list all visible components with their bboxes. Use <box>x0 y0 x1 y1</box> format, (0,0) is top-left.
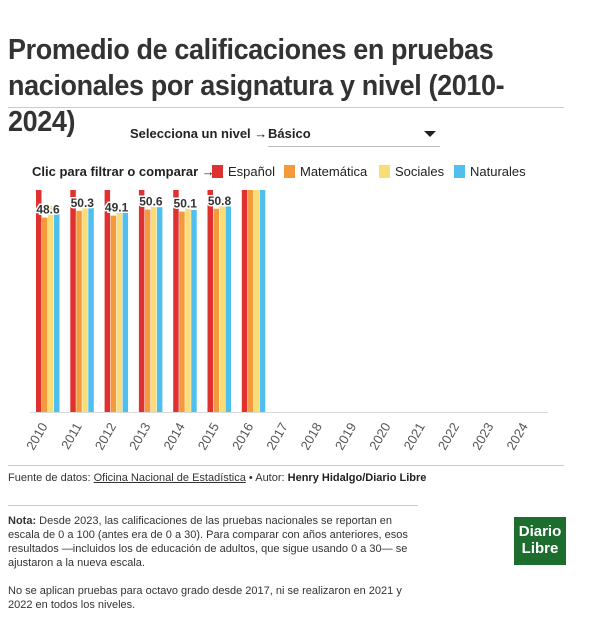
bar-2015-1 <box>213 208 219 412</box>
bar-2012-0 <box>104 190 111 412</box>
x-tick-label: 2010 <box>23 420 50 453</box>
legend-swatch-naturales <box>454 165 465 178</box>
x-tick-label: 2017 <box>263 420 290 453</box>
bar-2010-0 <box>36 190 42 412</box>
bar-2012-1 <box>110 215 117 412</box>
x-tick-label: 2022 <box>435 420 462 453</box>
level-selector-label: Selecciona un nivel → <box>130 126 268 141</box>
bar-2015-2 <box>219 205 225 412</box>
bar-2016-2 <box>253 190 260 412</box>
x-tick-label: 2021 <box>400 420 427 453</box>
bar-2014-1 <box>179 211 185 412</box>
source-middle: • Autor: <box>245 472 288 484</box>
source-prefix: Fuente de datos: <box>8 472 94 484</box>
data-label-bottom: 50.6 <box>139 195 163 209</box>
bar-2011-2 <box>82 207 88 412</box>
bar-2015-0 <box>207 190 213 412</box>
title-divider <box>8 107 564 108</box>
diario-libre-logo: Diario Libre <box>514 517 566 565</box>
logo-line-1: Diario <box>518 523 562 540</box>
note-label: Nota: <box>8 515 37 527</box>
bar-2013-0 <box>138 190 145 412</box>
legend-swatch-matematica <box>284 165 295 178</box>
x-tick-label: 2020 <box>366 420 393 453</box>
legend-item-sociales[interactable]: Sociales <box>379 164 444 179</box>
bar-2013-2 <box>150 204 157 412</box>
x-tick-label: 2019 <box>332 420 359 453</box>
x-tick-label: 2018 <box>298 420 325 453</box>
bar-2015-3 <box>225 206 231 412</box>
logo-line-2: Libre <box>521 540 559 557</box>
bar-2014-2 <box>185 207 191 412</box>
x-tick-label: 2013 <box>126 420 153 453</box>
bar-2013-1 <box>144 209 151 412</box>
x-tick-label: 2011 <box>58 420 85 452</box>
data-label-bottom: 48.6 <box>36 203 60 217</box>
bar-2014-3 <box>191 210 197 412</box>
bar-2011-1 <box>76 210 82 412</box>
bar-2016-1 <box>247 190 254 412</box>
bar-2010-1 <box>42 217 48 412</box>
legend-label-espanol: Español <box>228 164 275 179</box>
chart-title: Promedio de calificaciones en pruebas na… <box>8 34 505 138</box>
x-tick-label: 2014 <box>160 420 187 453</box>
bar-2012-2 <box>116 209 123 412</box>
data-label-bottom: 50.8 <box>208 194 232 208</box>
bar-2016-3 <box>259 190 266 412</box>
legend-item-matematica[interactable]: Matemática <box>284 164 367 179</box>
bar-chart: 2010 2011 2012 2013 2014 2015 2016 2017 2018 2019… <box>23 190 548 453</box>
x-tick-label: 2012 <box>92 420 119 453</box>
legend-item-espanol[interactable]: Español <box>212 164 275 179</box>
note-text: Desde 2023, las calificaciones de las pr… <box>8 515 408 569</box>
chart-divider <box>8 465 564 466</box>
note-paragraph: Nota: Desde 2023, las calificaciones de … <box>8 514 418 570</box>
data-label-bottom: 50.1 <box>174 197 198 211</box>
x-tick-label: 2024 <box>503 420 530 453</box>
source-author: Henry Hidalgo/Diario Libre <box>287 472 427 484</box>
level-select-value: Básico <box>268 126 311 141</box>
x-tick-label: 2016 <box>229 420 256 453</box>
data-label-bottom: 49.1 <box>105 201 129 215</box>
note-divider <box>8 505 418 506</box>
x-tick-label: 2023 <box>469 420 496 453</box>
bar-2013-3 <box>156 207 163 412</box>
legend-swatch-espanol <box>212 165 223 178</box>
legend-prompt: Clic para filtrar o comparar → <box>32 164 215 179</box>
bar-2010-2 <box>48 206 54 412</box>
x-tick-label: 2015 <box>195 420 222 453</box>
bar-2012-3 <box>122 210 129 412</box>
legend-label-naturales: Naturales <box>470 164 526 179</box>
bar-2010-3 <box>54 210 60 412</box>
bar-2011-0 <box>70 190 76 412</box>
level-select[interactable]: Básico <box>268 124 440 147</box>
legend-swatch-sociales <box>379 165 390 178</box>
caret-down-icon[interactable] <box>424 131 436 137</box>
bar-2011-3 <box>88 208 94 412</box>
bar-2016-0 <box>241 190 248 412</box>
note-paragraph-2: No se aplican pruebas para octavo grado … <box>8 585 402 611</box>
legend-item-naturales[interactable]: Naturales <box>454 164 526 179</box>
legend-label-matematica: Matemática <box>300 164 368 179</box>
data-label-bottom: 50.3 <box>71 196 95 210</box>
source-link[interactable]: Oficina Nacional de Estadística <box>93 472 246 484</box>
bar-2014-0 <box>173 190 179 412</box>
source-line: Fuente de datos: Oficina Nacional de Est… <box>8 472 426 484</box>
legend-label-sociales: Sociales <box>395 164 445 179</box>
